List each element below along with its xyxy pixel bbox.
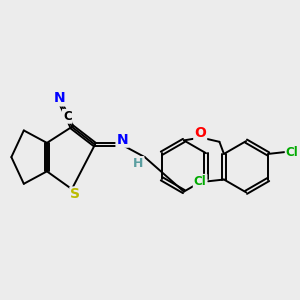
Text: C: C: [63, 110, 72, 123]
Text: O: O: [194, 126, 206, 140]
Text: Cl: Cl: [286, 146, 298, 159]
Text: Cl: Cl: [194, 175, 206, 188]
Text: N: N: [116, 133, 128, 147]
Text: H: H: [133, 157, 143, 170]
Text: N: N: [54, 92, 66, 105]
Text: S: S: [70, 188, 80, 202]
